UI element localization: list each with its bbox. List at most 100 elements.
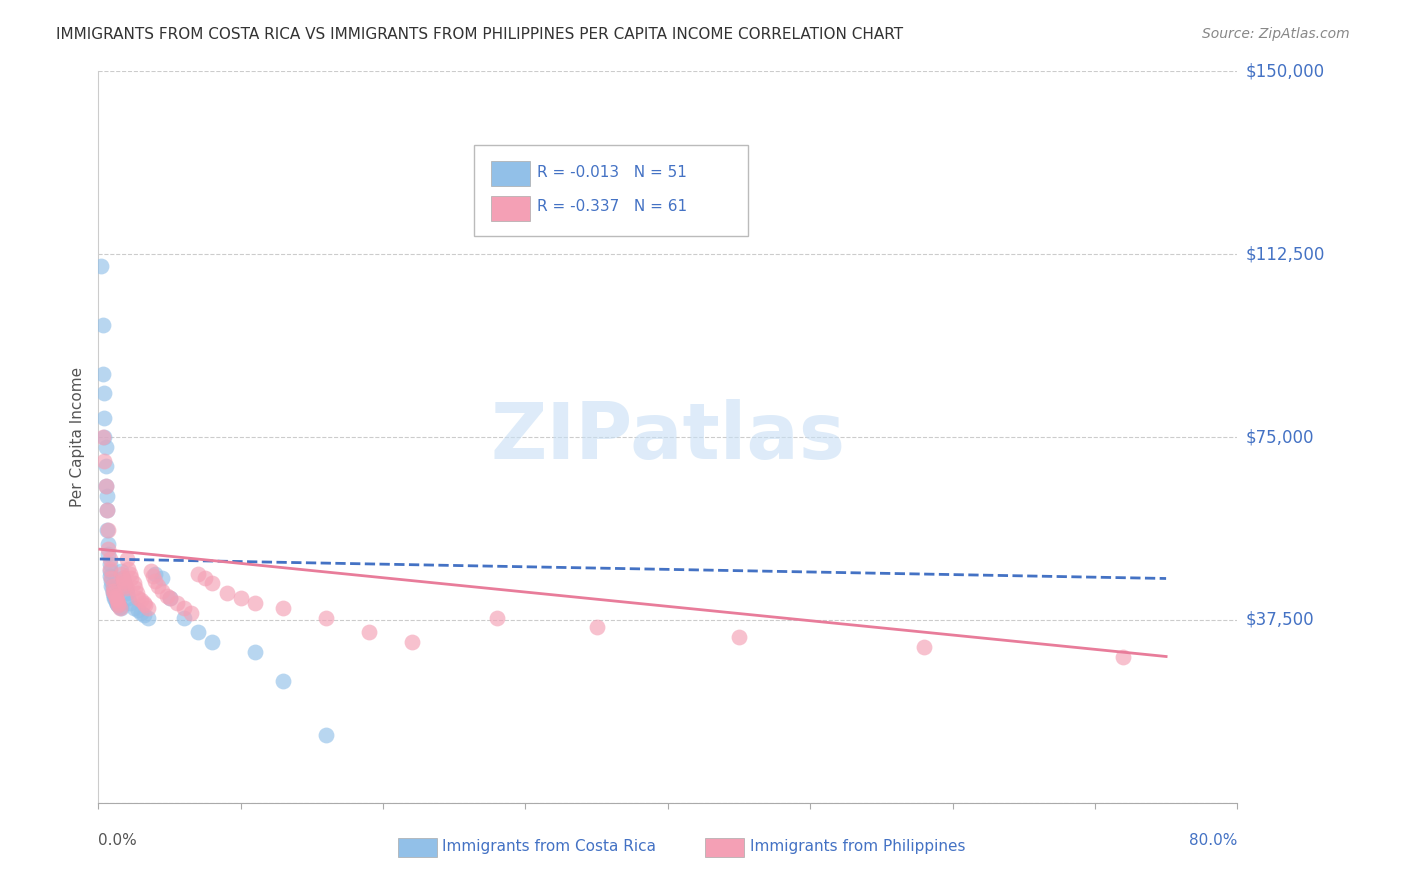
Point (124, 581, 146, 595)
Point (98, 557, 121, 571)
Point (132, 596, 155, 610)
Point (115, 586, 138, 600)
Point (94, 440, 117, 454)
Point (912, 640, 935, 654)
Point (145, 566, 167, 581)
Point (107, 596, 129, 610)
Y-axis label: Per Capita Income: Per Capita Income (70, 367, 86, 508)
Point (104, 591, 127, 605)
Point (110, 564, 132, 578)
Point (104, 593, 127, 607)
Point (100, 572, 122, 586)
Point (110, 600, 132, 615)
Point (101, 581, 124, 595)
Point (112, 576, 135, 591)
Point (104, 589, 127, 603)
Point (98, 552, 121, 566)
Point (229, 591, 252, 605)
Text: $75,000: $75,000 (1246, 428, 1315, 446)
Point (114, 579, 136, 593)
Point (132, 608, 155, 623)
Point (115, 581, 138, 595)
Point (105, 597, 128, 611)
Point (117, 562, 139, 576)
Point (115, 552, 138, 566)
Point (401, 635, 423, 649)
Point (585, 620, 607, 634)
Point (101, 583, 124, 598)
Text: $150,000: $150,000 (1246, 62, 1324, 80)
Point (166, 596, 188, 610)
Point (97, 523, 120, 537)
Point (97, 542, 120, 557)
Point (96, 503, 118, 517)
Point (145, 574, 167, 588)
Point (107, 599, 129, 613)
Point (273, 673, 295, 688)
Point (111, 572, 134, 586)
Point (91, 430, 114, 444)
Point (134, 599, 156, 613)
Point (93, 386, 115, 401)
Point (98, 569, 121, 583)
Point (100, 574, 122, 588)
Point (104, 595, 127, 609)
Point (148, 579, 170, 593)
Point (173, 600, 195, 615)
Point (112, 576, 135, 591)
Point (136, 600, 159, 615)
Point (101, 586, 124, 600)
Point (141, 569, 163, 583)
FancyBboxPatch shape (491, 195, 530, 220)
Point (91, 318, 114, 332)
Point (120, 572, 142, 586)
Point (114, 581, 136, 595)
Point (107, 599, 129, 613)
Point (103, 589, 125, 603)
Point (139, 564, 162, 578)
Point (98, 564, 121, 578)
Point (118, 566, 141, 581)
FancyBboxPatch shape (491, 161, 530, 186)
Point (187, 625, 209, 640)
Point (93, 454, 115, 468)
Point (100, 579, 122, 593)
Point (96, 489, 118, 503)
Point (215, 586, 238, 600)
Point (117, 591, 139, 605)
Point (96, 523, 118, 537)
Point (125, 586, 148, 600)
Point (315, 727, 337, 741)
Point (108, 600, 131, 615)
Point (315, 610, 337, 624)
Point (108, 599, 131, 614)
Point (94, 479, 117, 493)
Point (90, 260, 112, 274)
Point (97, 537, 120, 551)
Point (91, 367, 114, 381)
Point (111, 572, 134, 586)
Point (243, 596, 266, 610)
Point (136, 610, 159, 624)
Point (118, 596, 141, 610)
Text: ZIPatlas: ZIPatlas (491, 399, 845, 475)
Point (122, 576, 145, 591)
Text: R = -0.013   N = 51: R = -0.013 N = 51 (537, 165, 686, 180)
Point (93, 430, 115, 444)
Point (201, 635, 224, 649)
Point (273, 600, 295, 615)
Point (159, 591, 181, 605)
Point (97, 547, 120, 561)
Point (173, 610, 195, 624)
Point (94, 459, 117, 474)
Point (194, 572, 217, 586)
Point (93, 410, 115, 425)
FancyBboxPatch shape (474, 145, 748, 235)
Point (1112, 649, 1135, 664)
Text: IMMIGRANTS FROM COSTA RICA VS IMMIGRANTS FROM PHILIPPINES PER CAPITA INCOME CORR: IMMIGRANTS FROM COSTA RICA VS IMMIGRANTS… (56, 27, 904, 42)
Point (243, 645, 266, 659)
Text: $37,500: $37,500 (1246, 611, 1315, 629)
Text: 80.0%: 80.0% (1189, 833, 1237, 848)
Point (103, 591, 125, 605)
Point (129, 606, 152, 620)
